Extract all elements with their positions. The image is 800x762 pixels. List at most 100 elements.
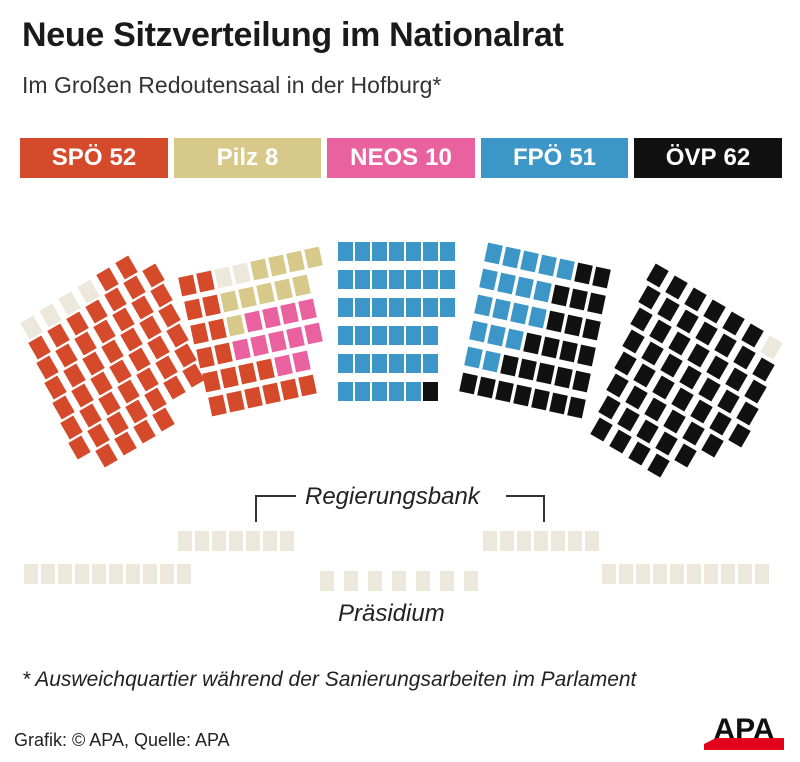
seat (74, 331, 97, 356)
seat (628, 441, 651, 466)
seat (63, 363, 86, 388)
bench-seat (704, 564, 718, 584)
seat (214, 342, 233, 365)
legend-party-name: ÖVP (665, 144, 717, 171)
bench-seat (143, 564, 157, 584)
seat (531, 388, 550, 411)
seat (144, 387, 167, 412)
seat (513, 384, 532, 407)
seat (355, 326, 370, 345)
seat (238, 362, 257, 385)
bench-seat (602, 564, 616, 584)
seat (120, 327, 143, 352)
seat (268, 254, 287, 277)
legend-party-name: FPÖ (512, 144, 563, 171)
bench-seat (670, 564, 684, 584)
bench-seat (246, 531, 260, 551)
seat (625, 385, 648, 410)
seat (112, 307, 135, 332)
seat (139, 315, 162, 340)
seat (622, 329, 645, 354)
seat (196, 270, 215, 293)
seat (638, 285, 661, 310)
seat (733, 345, 756, 370)
seat (549, 392, 568, 415)
bench-seat (160, 564, 174, 584)
seat (244, 386, 263, 409)
seat (606, 373, 629, 398)
seat (744, 379, 767, 404)
seat (423, 326, 438, 345)
bench-seat (109, 564, 123, 584)
bench-seat (177, 564, 191, 584)
seat (220, 290, 239, 313)
seat (701, 433, 724, 458)
seat (752, 357, 775, 382)
legend-seat-count: 8 (264, 144, 279, 171)
seat (528, 306, 547, 329)
seat (214, 266, 233, 289)
seat (541, 336, 560, 359)
seat (495, 380, 514, 403)
seat (372, 242, 387, 261)
seat (760, 335, 783, 360)
seat (202, 370, 221, 393)
seat (158, 303, 181, 328)
seat (338, 382, 353, 401)
seat (423, 242, 438, 261)
seat (280, 302, 299, 325)
seat (617, 407, 640, 432)
seat (292, 274, 311, 297)
seat (71, 383, 94, 408)
seat (44, 375, 67, 400)
seat (695, 321, 718, 346)
seat (123, 275, 146, 300)
seat (286, 250, 305, 273)
seat (725, 367, 748, 392)
seat (459, 372, 478, 395)
seat (372, 382, 387, 401)
seat (96, 267, 119, 292)
bench-seat (517, 531, 531, 551)
seat (505, 328, 524, 351)
seat (155, 355, 178, 380)
presidium-seat (464, 571, 478, 591)
seat (82, 351, 105, 376)
seat (114, 431, 137, 456)
seat (500, 354, 519, 377)
seat (728, 423, 751, 448)
seat (406, 354, 421, 373)
seat (39, 303, 62, 328)
seat (190, 322, 209, 345)
seat (256, 282, 275, 305)
seat (256, 358, 275, 381)
bench-seat (212, 531, 226, 551)
seat (714, 333, 737, 358)
bench-seat (280, 531, 294, 551)
seat (469, 320, 488, 343)
seat (572, 370, 591, 393)
seat (28, 335, 51, 360)
seat (232, 262, 251, 285)
seat (60, 415, 83, 440)
seat (274, 278, 293, 301)
seat (657, 297, 680, 322)
seat (423, 354, 438, 373)
seat (641, 341, 664, 366)
presidium-seat (392, 571, 406, 591)
seat (184, 298, 203, 321)
seat (90, 371, 113, 396)
seat (389, 326, 404, 345)
presidium-label: Präsidium (338, 600, 445, 627)
seat (109, 359, 132, 384)
page-title: Neue Sitzverteilung im Nationalrat (22, 16, 564, 54)
seat (564, 314, 583, 337)
seat (372, 298, 387, 317)
seat (244, 310, 263, 333)
seat (741, 323, 764, 348)
page-subtitle: Im Großen Redoutensaal in der Hofburg* (22, 72, 442, 98)
bench-seat (229, 531, 243, 551)
source-credit: Grafik: © APA, Quelle: APA (14, 730, 230, 750)
legend-party-name: Pilz (216, 144, 258, 171)
seat (567, 396, 586, 419)
